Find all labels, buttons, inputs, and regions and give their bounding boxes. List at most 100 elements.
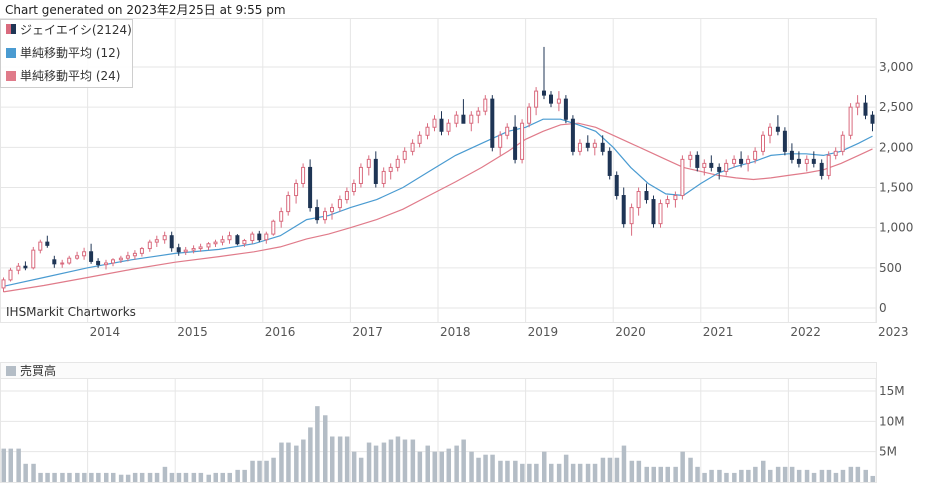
candle-body bbox=[52, 259, 57, 265]
volume-bar bbox=[264, 460, 269, 482]
volume-bar bbox=[826, 469, 832, 482]
candle-body bbox=[366, 158, 371, 168]
candle-body bbox=[425, 126, 430, 136]
candle-body bbox=[432, 118, 437, 128]
candle-body bbox=[402, 150, 407, 160]
candle bbox=[782, 127, 787, 156]
volume-bar bbox=[570, 463, 576, 482]
candle-body bbox=[139, 248, 144, 254]
volume-bar bbox=[279, 442, 284, 482]
volume-bar bbox=[768, 469, 773, 482]
candle-body bbox=[315, 207, 320, 221]
candle-body bbox=[577, 142, 582, 152]
candle-body bbox=[636, 191, 641, 209]
candle-body bbox=[388, 166, 393, 172]
candle-body bbox=[147, 241, 152, 250]
candle bbox=[191, 245, 196, 254]
candle-body bbox=[286, 195, 291, 213]
price-tick-label: 2,000 bbox=[879, 140, 913, 154]
candle bbox=[520, 119, 525, 164]
volume-bar bbox=[811, 472, 817, 482]
volume-bar bbox=[432, 451, 437, 482]
volume-bar bbox=[577, 463, 583, 482]
chart-generated-label: Chart generated on 2023年2月25日 at 9:55 pm bbox=[5, 3, 286, 17]
candle bbox=[549, 91, 554, 108]
candle bbox=[768, 123, 773, 144]
volume-bar bbox=[183, 472, 189, 482]
volume-grid bbox=[0, 390, 876, 453]
candle-body bbox=[541, 90, 546, 96]
volume-bar bbox=[250, 460, 255, 482]
candle bbox=[476, 107, 481, 124]
candle-body bbox=[38, 241, 43, 251]
candle bbox=[417, 131, 422, 148]
candle bbox=[358, 163, 363, 188]
volume-bar bbox=[490, 454, 495, 482]
candle-body bbox=[476, 110, 481, 116]
year-tick-label: 2015 bbox=[177, 325, 208, 339]
candle-body bbox=[556, 98, 561, 104]
volume-bar bbox=[585, 463, 591, 482]
volume-bar bbox=[673, 466, 678, 482]
candle bbox=[395, 155, 400, 172]
candle bbox=[717, 163, 722, 180]
volume-bars-layer bbox=[1, 406, 875, 482]
candle-body bbox=[271, 220, 276, 235]
price-y-axis: 0 500 1,000 1,500 2,000 2,500 3,000 bbox=[879, 60, 913, 315]
candle-body bbox=[629, 207, 634, 225]
candle bbox=[732, 155, 737, 168]
volume-bar bbox=[358, 457, 364, 482]
volume-bar bbox=[52, 472, 57, 482]
candle bbox=[286, 191, 291, 216]
volume-bar bbox=[717, 469, 722, 482]
volume-bar bbox=[863, 469, 868, 482]
candle bbox=[592, 139, 597, 156]
legend-swatch bbox=[6, 71, 16, 81]
volume-bar bbox=[732, 472, 737, 482]
candle bbox=[469, 111, 474, 132]
volume-bar bbox=[796, 469, 802, 482]
candle-body bbox=[169, 235, 174, 249]
candle-body bbox=[498, 134, 503, 148]
candle bbox=[271, 219, 276, 236]
candle-body bbox=[162, 235, 167, 241]
legend-swatch-up bbox=[6, 24, 11, 34]
candle-body bbox=[308, 166, 313, 209]
volume-bar bbox=[680, 451, 685, 482]
candle bbox=[227, 231, 232, 244]
volume-bar bbox=[38, 472, 43, 482]
candle-body bbox=[665, 199, 670, 205]
candle bbox=[695, 151, 700, 172]
candle-body bbox=[373, 158, 378, 184]
candle bbox=[402, 147, 407, 164]
candle bbox=[8, 267, 13, 282]
candle bbox=[1, 277, 6, 292]
volume-tick-label: 5M bbox=[879, 445, 897, 459]
price-tick-label: 1,000 bbox=[879, 221, 913, 235]
candle-body bbox=[330, 207, 335, 213]
candle-body bbox=[250, 233, 255, 242]
candle bbox=[38, 239, 43, 254]
candle-body bbox=[520, 122, 525, 160]
candle-body bbox=[264, 233, 269, 241]
candle-body bbox=[8, 269, 13, 281]
volume-bar bbox=[220, 472, 226, 482]
volume-bar bbox=[402, 439, 408, 482]
volume-bar bbox=[425, 445, 430, 482]
candle-body bbox=[709, 162, 714, 168]
price-legend: ジェイエイシ(2124) 単純移動平均 (12) 単純移動平均 (24) bbox=[0, 19, 133, 88]
legend-swatch-down bbox=[11, 24, 16, 34]
volume-bar bbox=[775, 466, 781, 482]
volume-bar bbox=[739, 469, 744, 482]
candle bbox=[541, 46, 546, 100]
volume-bar bbox=[89, 472, 94, 482]
volume-bar bbox=[498, 460, 503, 482]
candle bbox=[16, 263, 21, 275]
volume-bar bbox=[636, 460, 642, 482]
candle bbox=[855, 95, 860, 116]
candle-body bbox=[322, 211, 327, 221]
candle bbox=[67, 255, 72, 265]
candle-body bbox=[863, 102, 868, 116]
candle-body bbox=[279, 211, 284, 222]
candle bbox=[446, 119, 451, 136]
